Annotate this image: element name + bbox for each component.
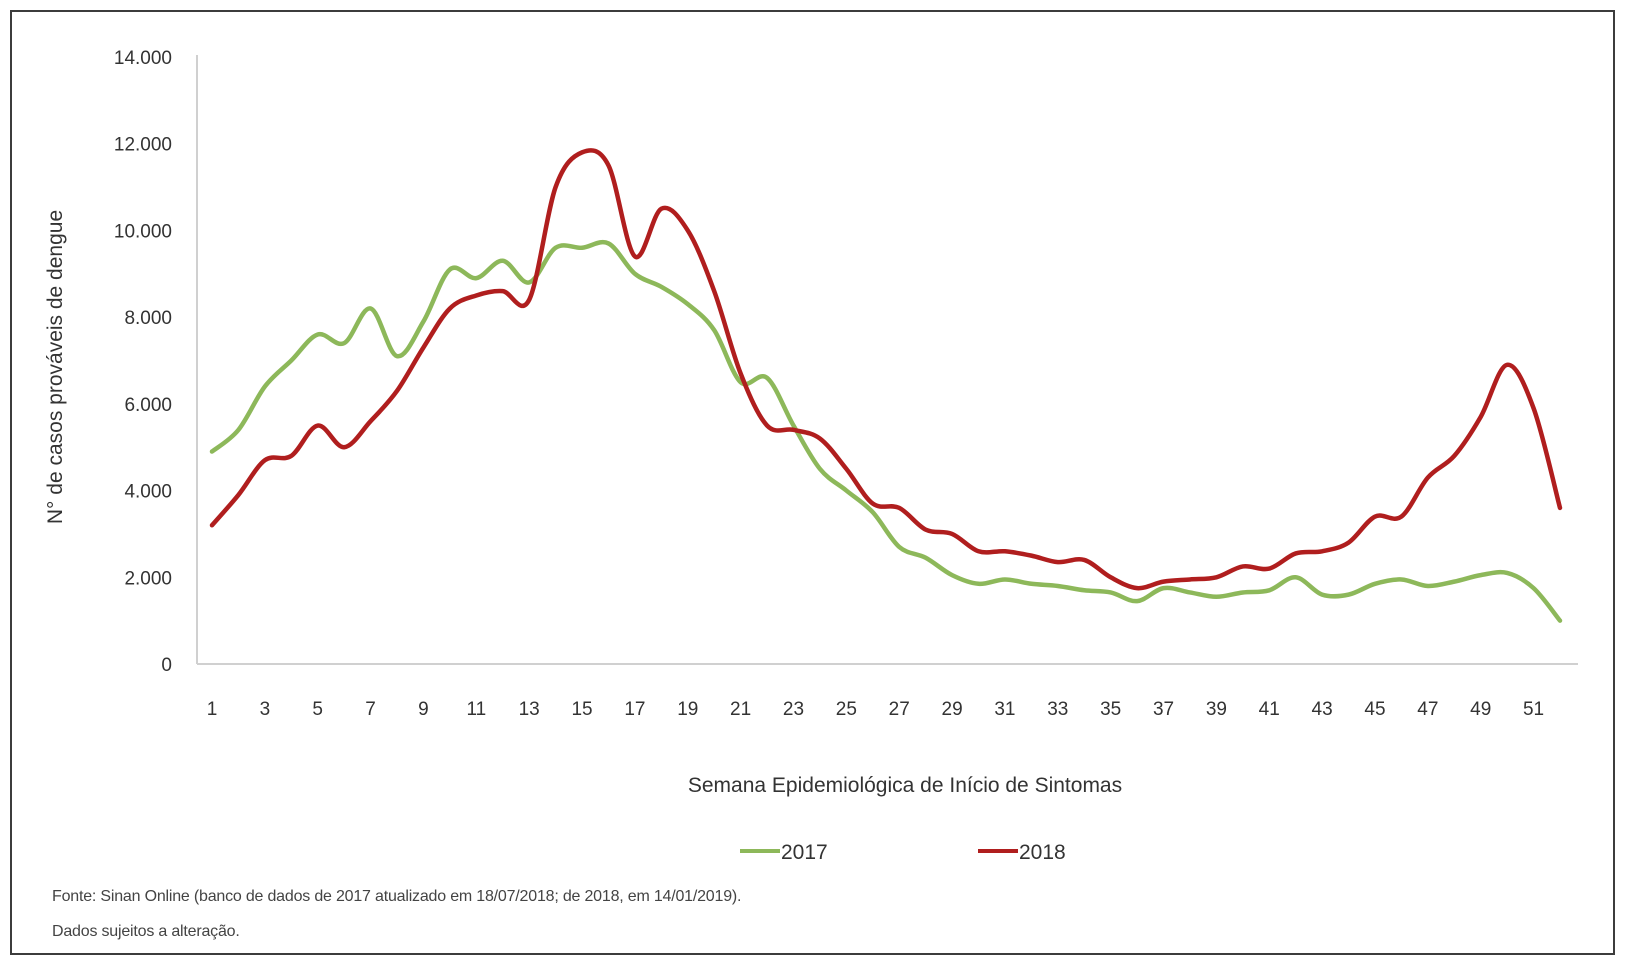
x-tick-label: 23 — [783, 699, 804, 720]
y-tick-label: 14.000 — [114, 48, 172, 69]
y-axis-label: N° de casos prováveis de dengue — [44, 210, 67, 524]
x-tick-label: 5 — [312, 699, 323, 720]
y-tick-label: 10.000 — [114, 221, 172, 242]
x-tick-label: 11 — [466, 699, 486, 720]
y-tick-labels: 0 2.000 4.000 6.000 8.000 10.000 12.000 14.000 — [114, 48, 172, 676]
x-tick-label: 25 — [836, 699, 857, 720]
legend-label-2018: 2018 — [1019, 841, 1066, 864]
x-tick-label: 41 — [1259, 699, 1280, 720]
x-tick-label: 19 — [677, 699, 698, 720]
x-tick-label: 33 — [1047, 699, 1068, 720]
x-tick-label: 43 — [1312, 699, 1333, 720]
x-tick-labels: 1 3 5 7 9 11 13 15 17 19 21 23 25 27 29 31 33 35 37 39 41 43 4… — [207, 699, 1544, 720]
y-tick-label: 4.000 — [124, 482, 172, 503]
x-tick-label: 13 — [519, 699, 540, 720]
y-tick-label: 0 — [161, 655, 172, 676]
x-tick-label: 27 — [889, 699, 910, 720]
legend: 2017 2018 — [740, 841, 1066, 864]
disclaimer-note: Dados sujeitos a alteração. — [52, 923, 240, 940]
legend-label-2017: 2017 — [781, 841, 828, 864]
y-tick-label: 12.000 — [114, 135, 172, 156]
x-tick-label: 21 — [730, 699, 751, 720]
x-tick-label: 37 — [1153, 699, 1174, 720]
x-tick-label: 39 — [1206, 699, 1227, 720]
series-line-2018 — [209, 148, 1563, 591]
series-line-2017 — [209, 239, 1563, 623]
x-tick-label: 49 — [1470, 699, 1491, 720]
x-tick-label: 17 — [624, 699, 645, 720]
source-note: Fonte: Sinan Online (banco de dados de 2… — [52, 888, 742, 905]
x-tick-label: 1 — [207, 699, 218, 720]
x-tick-label: 7 — [365, 699, 376, 720]
x-tick-label: 35 — [1100, 699, 1121, 720]
x-tick-label: 15 — [571, 699, 592, 720]
x-axis-label: Semana Epidemiológica de Início de Sinto… — [688, 774, 1122, 797]
x-tick-label: 9 — [418, 699, 429, 720]
y-tick-label: 6.000 — [124, 395, 172, 416]
x-tick-label: 29 — [942, 699, 963, 720]
x-tick-label: 31 — [994, 699, 1015, 720]
x-tick-label: 51 — [1523, 699, 1544, 720]
series-lines — [209, 148, 1563, 623]
axes — [196, 55, 1578, 665]
x-tick-label: 3 — [260, 699, 271, 720]
y-tick-label: 8.000 — [124, 308, 172, 329]
x-tick-label: 47 — [1417, 699, 1438, 720]
x-tick-label: 45 — [1364, 699, 1385, 720]
chart-frame — [10, 10, 1615, 955]
y-tick-label: 2.000 — [124, 568, 172, 589]
